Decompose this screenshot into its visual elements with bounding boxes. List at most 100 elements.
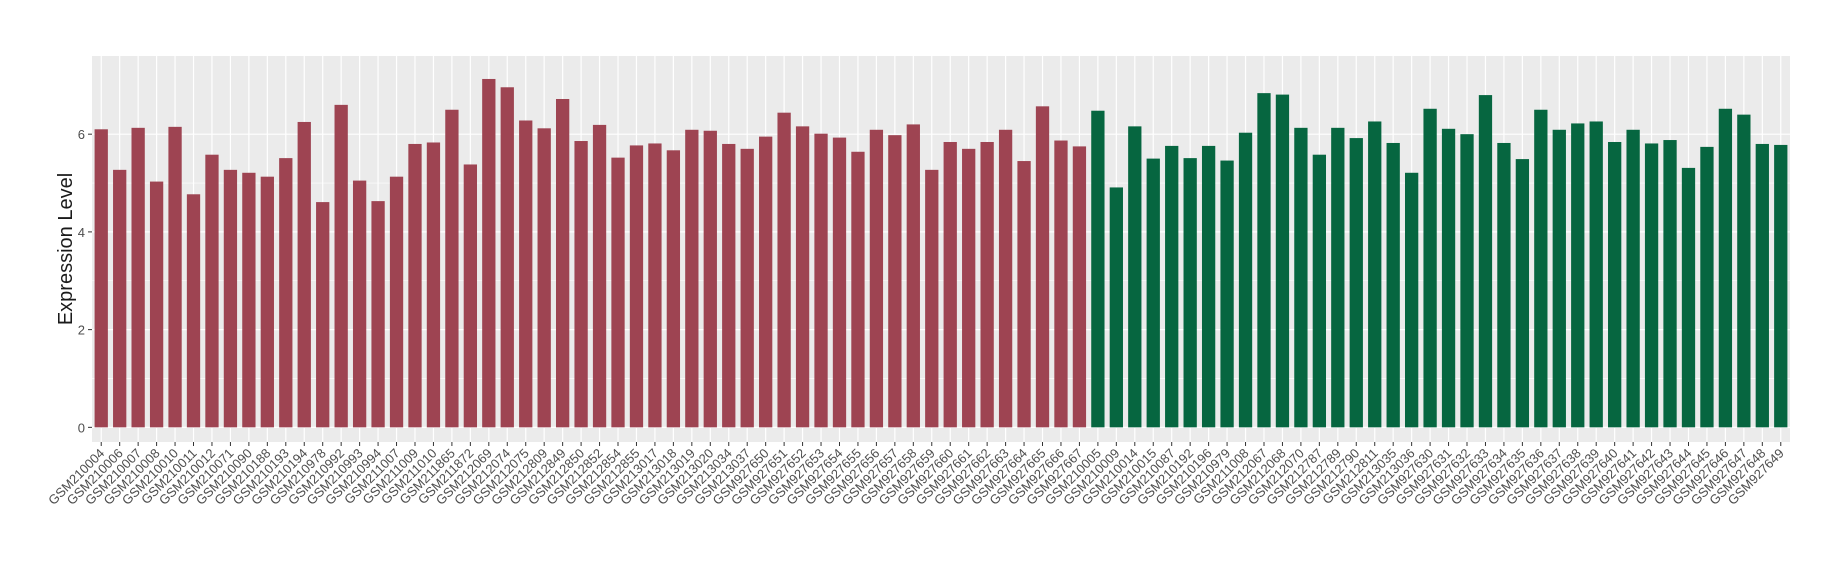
bar xyxy=(1109,187,1123,428)
bar xyxy=(943,141,957,428)
bar xyxy=(1165,145,1179,428)
bar xyxy=(1755,143,1769,428)
bar xyxy=(555,98,570,428)
bar xyxy=(334,104,348,428)
bar xyxy=(1718,108,1733,428)
bar xyxy=(722,143,736,428)
bar xyxy=(1663,140,1677,428)
bar xyxy=(1700,146,1714,428)
bar xyxy=(1608,141,1622,428)
bar xyxy=(1220,160,1234,428)
bar xyxy=(998,129,1013,428)
bar xyxy=(1183,158,1197,428)
bar xyxy=(1626,129,1640,428)
bar xyxy=(426,142,441,428)
bar xyxy=(1054,140,1068,428)
bar xyxy=(482,78,496,428)
bar xyxy=(1571,123,1585,428)
bar xyxy=(537,128,551,428)
y-axis: 0 2 4 6 xyxy=(78,127,92,435)
bar xyxy=(94,129,108,428)
bar xyxy=(1275,94,1290,428)
bar xyxy=(1091,110,1105,428)
bar xyxy=(851,151,865,428)
bar xyxy=(1349,138,1363,428)
bar xyxy=(1257,93,1271,428)
bar xyxy=(574,141,588,428)
bar xyxy=(463,164,478,428)
bar xyxy=(832,137,847,428)
bar xyxy=(519,120,533,428)
bar xyxy=(186,194,201,428)
bar xyxy=(1589,121,1603,428)
bar xyxy=(1146,158,1160,428)
bar xyxy=(1737,114,1751,428)
bar xyxy=(1774,144,1788,428)
bar xyxy=(352,180,367,428)
bar xyxy=(1460,134,1474,428)
bar xyxy=(131,127,145,428)
bar xyxy=(1552,129,1566,428)
bar xyxy=(1423,108,1437,428)
y-tick-label: 4 xyxy=(78,225,85,240)
bar xyxy=(1404,172,1419,428)
y-axis-title: Expression Level xyxy=(55,173,77,325)
bar xyxy=(260,176,274,428)
bar xyxy=(1515,159,1530,428)
bar xyxy=(1201,145,1216,428)
bar xyxy=(1644,143,1659,428)
bar xyxy=(1072,146,1087,428)
bar xyxy=(611,157,625,428)
bar xyxy=(149,181,164,428)
bars xyxy=(94,78,1788,428)
bar xyxy=(629,145,644,428)
bar xyxy=(888,135,902,428)
bar xyxy=(666,150,681,428)
bar xyxy=(1681,167,1696,428)
bar xyxy=(869,129,884,428)
bar xyxy=(795,126,810,428)
x-axis: GSM210004GSM210006GSM210007GSM210008GSM2… xyxy=(45,442,1787,508)
bar xyxy=(1441,128,1456,428)
bar xyxy=(906,124,920,428)
bar xyxy=(371,201,385,428)
bar xyxy=(1017,161,1031,428)
bar xyxy=(1478,95,1493,428)
bar xyxy=(1386,142,1400,428)
bar xyxy=(1035,106,1050,428)
bar xyxy=(408,143,422,428)
y-tick-label: 2 xyxy=(78,323,85,338)
bar xyxy=(445,109,459,428)
bar xyxy=(1534,109,1548,428)
y-tick-label: 0 xyxy=(78,420,85,435)
bar xyxy=(205,154,219,428)
bar xyxy=(1497,142,1511,428)
bar xyxy=(685,129,699,428)
bar xyxy=(1331,127,1345,428)
bar xyxy=(648,143,662,428)
bar xyxy=(777,112,791,428)
bar xyxy=(113,169,127,428)
bar xyxy=(316,202,330,428)
bar xyxy=(962,148,976,428)
bar xyxy=(980,141,994,428)
bar xyxy=(1238,132,1253,428)
bar xyxy=(814,133,828,428)
bar xyxy=(297,121,311,428)
bar xyxy=(703,130,717,428)
bar xyxy=(279,158,293,428)
bar xyxy=(168,126,182,428)
bar xyxy=(389,176,404,428)
bar xyxy=(1294,127,1308,428)
bar xyxy=(1312,154,1327,428)
bar xyxy=(592,124,607,428)
bar xyxy=(759,136,773,428)
bar xyxy=(223,169,238,428)
bar xyxy=(1368,121,1382,428)
bar xyxy=(740,148,754,428)
y-tick-label: 6 xyxy=(78,127,85,142)
bar xyxy=(925,169,939,428)
bar xyxy=(242,172,256,428)
bar xyxy=(1128,126,1142,428)
